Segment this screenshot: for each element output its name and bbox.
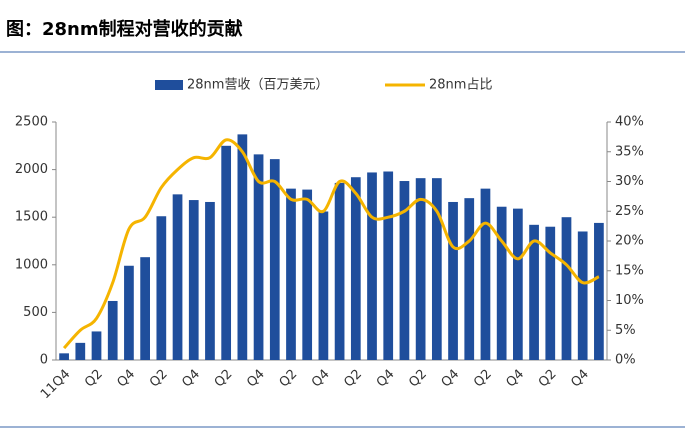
y-tick-label: 2000 (15, 162, 48, 177)
bar (140, 257, 150, 360)
y-tick-label: 2500 (15, 115, 48, 130)
y2-tick-label: 35% (615, 144, 644, 159)
bar (496, 206, 507, 360)
x-tick-label: Q4 (309, 367, 333, 391)
x-tick-label: Q4 (439, 367, 463, 391)
bar (480, 188, 491, 360)
bar (448, 201, 458, 360)
bar (383, 171, 394, 360)
y2-tick-label: 40% (615, 115, 644, 130)
x-tick-label: Q2 (212, 367, 236, 391)
y2-tick-label: 10% (615, 293, 644, 308)
bar (221, 145, 232, 360)
bar (367, 172, 377, 360)
bar (464, 198, 475, 360)
y2-tick-label: 0% (615, 353, 636, 368)
x-tick-label: Q4 (115, 367, 139, 391)
bar (124, 265, 134, 360)
bar (237, 134, 248, 360)
x-tick-label: Q2 (536, 367, 560, 391)
bar (431, 178, 442, 360)
x-tick-label: Q2 (147, 367, 171, 391)
bar (334, 182, 345, 360)
y2-tick-label: 30% (615, 174, 644, 189)
bar (318, 211, 329, 360)
bar (415, 178, 426, 360)
bar (107, 300, 118, 360)
x-tick-label: Q2 (341, 367, 365, 391)
bar (156, 216, 167, 360)
bar (75, 342, 86, 360)
bar (205, 201, 215, 360)
chart-title: 图：28nm制程对营收的贡献 (6, 18, 243, 40)
x-tick-label: Q2 (277, 367, 301, 391)
y2-tick-label: 20% (615, 234, 644, 249)
bar (350, 177, 361, 360)
y-tick-label: 500 (23, 305, 48, 320)
x-tick-label: Q4 (503, 367, 527, 391)
bar (253, 154, 264, 360)
x-tick-label: Q4 (244, 367, 268, 391)
bar (302, 189, 313, 360)
y-tick-label: 0 (40, 353, 48, 368)
bar (513, 208, 523, 360)
y2-tick-label: 25% (615, 204, 644, 219)
bar (286, 188, 296, 360)
bar (399, 181, 410, 360)
x-tick-label: Q4 (568, 367, 592, 391)
x-tick-label: 11Q4 (38, 367, 73, 402)
x-tick-label: Q2 (471, 367, 495, 391)
legend-swatch (155, 80, 183, 90)
bar (594, 222, 604, 360)
x-tick-label: Q2 (406, 367, 430, 391)
bar (545, 226, 556, 360)
bar (172, 194, 183, 360)
bar (529, 224, 539, 360)
legend-label: 28nm占比 (429, 78, 492, 93)
legend-label: 28nm营收（百万美元） (187, 78, 328, 93)
x-tick-label: Q4 (179, 367, 203, 391)
line (62, 138, 600, 350)
y2-tick-label: 5% (615, 323, 636, 338)
bar (269, 159, 280, 360)
bar (188, 200, 199, 360)
y2-tick-label: 15% (615, 263, 644, 278)
bar (577, 231, 588, 360)
y-tick-label: 1000 (15, 257, 48, 272)
x-tick-label: Q4 (374, 367, 398, 391)
bar (561, 217, 572, 360)
bar (59, 353, 69, 360)
bar (91, 331, 102, 360)
x-tick-label: Q2 (82, 367, 106, 391)
y-tick-label: 1500 (15, 210, 48, 225)
